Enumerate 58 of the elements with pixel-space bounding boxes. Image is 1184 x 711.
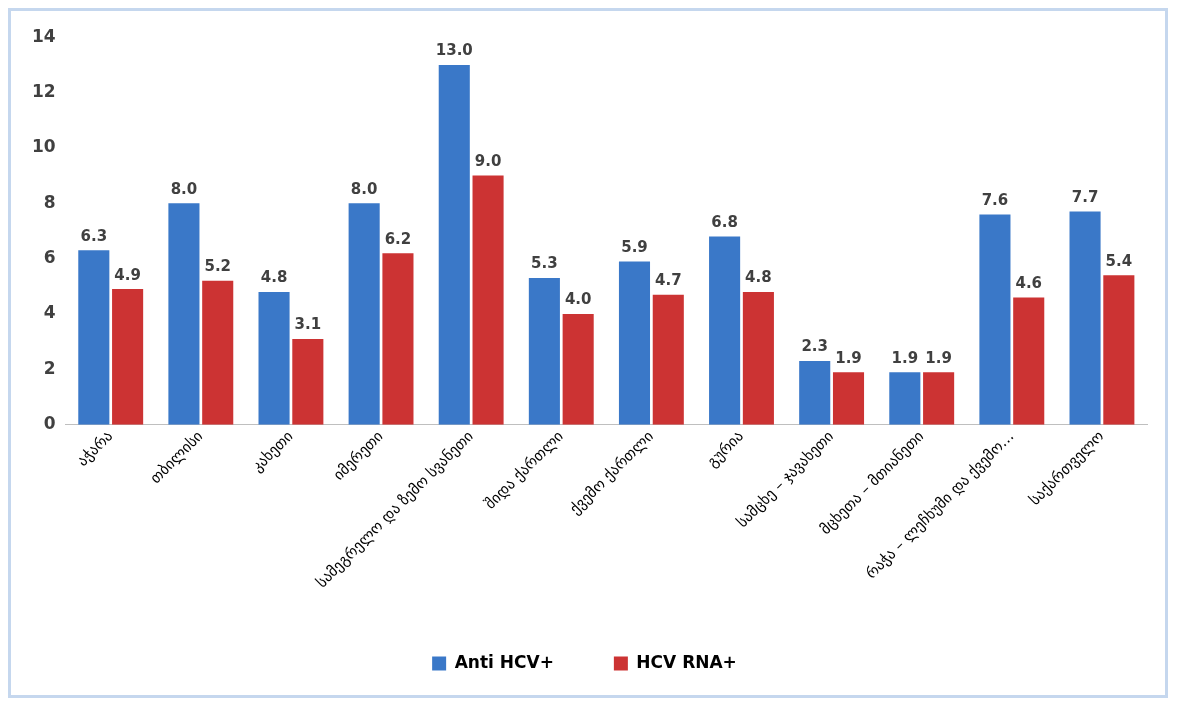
data-label: 5.9	[621, 237, 648, 256]
y-tick-label: 12	[31, 80, 56, 101]
data-label: 5.3	[531, 254, 558, 273]
data-label: 9.0	[474, 152, 502, 171]
data-label: 5.2	[204, 257, 232, 276]
bar	[202, 280, 234, 425]
bar	[1069, 211, 1101, 425]
data-label: 13.0	[435, 41, 473, 60]
y-tick-label: 8	[43, 191, 56, 212]
bar	[709, 236, 741, 425]
bar	[472, 175, 504, 425]
legend-label: HCV RNA+	[636, 651, 737, 672]
data-label: 7.7	[1071, 188, 1099, 206]
bar	[652, 294, 684, 425]
data-label: 4.9	[114, 265, 141, 284]
bar	[112, 289, 144, 425]
data-label: 8.0	[350, 179, 378, 198]
data-label: 4.8	[260, 268, 288, 287]
bar	[258, 291, 290, 425]
bar	[168, 203, 200, 425]
data-label: 4.0	[564, 290, 592, 309]
bar	[292, 338, 324, 425]
data-label: 1.9	[925, 348, 952, 367]
data-label: 6.2	[384, 229, 412, 248]
data-label: 1.9	[891, 348, 919, 367]
bar	[1013, 297, 1045, 425]
data-label: 8.0	[170, 179, 198, 198]
y-tick-label: 4	[43, 302, 56, 323]
y-tick-label: 14	[31, 25, 56, 46]
bar	[618, 261, 651, 425]
data-label: 1.9	[835, 348, 862, 367]
bar	[742, 291, 774, 425]
y-tick-label: 10	[31, 136, 56, 157]
bar	[832, 372, 865, 425]
bar	[382, 253, 414, 425]
bar	[1103, 275, 1135, 425]
bar	[799, 361, 831, 425]
y-tick-label: 6	[43, 247, 56, 268]
data-label: 7.6	[981, 190, 1009, 209]
bar	[528, 278, 560, 425]
bar	[923, 372, 955, 425]
data-label: 4.6	[1015, 273, 1043, 292]
y-tick-label: 0	[43, 413, 56, 434]
data-label: 3.1	[294, 315, 322, 334]
data-label: 6.3	[80, 226, 108, 245]
y-tick-label: 2	[43, 357, 56, 378]
bar	[889, 372, 921, 425]
bar	[78, 250, 110, 425]
data-label: 6.8	[711, 212, 738, 231]
data-label: 5.4	[1105, 251, 1133, 270]
bar	[562, 314, 594, 425]
data-label: 4.8	[745, 268, 772, 287]
legend-label: Anti HCV+	[454, 651, 554, 672]
data-label: 4.7	[654, 271, 682, 290]
data-label: 2.3	[801, 337, 828, 356]
bar	[438, 64, 470, 425]
bar	[979, 214, 1011, 425]
bar	[348, 203, 380, 425]
